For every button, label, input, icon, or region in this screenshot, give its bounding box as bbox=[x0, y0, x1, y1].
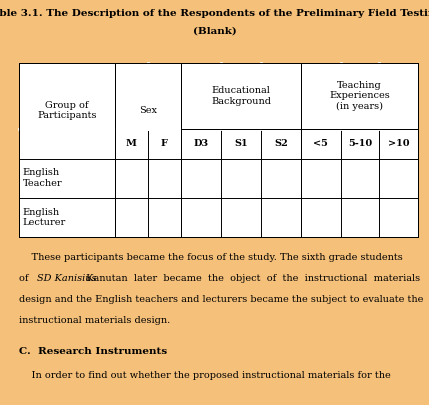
Text: English
Lecturer: English Lecturer bbox=[23, 208, 66, 227]
Text: >10: >10 bbox=[388, 139, 410, 148]
Text: C.  Research Instruments: C. Research Instruments bbox=[19, 347, 167, 356]
Text: Group of
Participants: Group of Participants bbox=[37, 101, 97, 120]
Text: Sex: Sex bbox=[139, 106, 157, 115]
Text: English
Teacher: English Teacher bbox=[23, 168, 62, 188]
Text: S1: S1 bbox=[234, 139, 248, 148]
Text: Table 3.1. The Description of the Respondents of the Preliminary Field Testing: Table 3.1. The Description of the Respon… bbox=[0, 9, 429, 18]
Text: These participants became the focus of the study. The sixth grade students: These participants became the focus of t… bbox=[19, 253, 403, 262]
Text: SD Kanisius: SD Kanisius bbox=[37, 274, 97, 283]
Text: 5-10: 5-10 bbox=[348, 139, 372, 148]
Text: Kanutan  later  became  the  object  of  the  instructional  materials: Kanutan later became the object of the i… bbox=[83, 274, 420, 283]
Text: instructional materials design.: instructional materials design. bbox=[19, 316, 171, 325]
Text: S2: S2 bbox=[274, 139, 288, 148]
Text: M: M bbox=[126, 139, 137, 148]
Bar bbox=[19, 63, 418, 237]
Text: F: F bbox=[161, 139, 168, 148]
Text: Teaching
Experiences
(in years): Teaching Experiences (in years) bbox=[329, 81, 390, 111]
Text: of: of bbox=[19, 274, 32, 283]
Text: design and the English teachers and lecturers became the subject to evaluate the: design and the English teachers and lect… bbox=[19, 295, 424, 304]
Text: Educational
Background: Educational Background bbox=[211, 86, 271, 106]
Text: (Blank): (Blank) bbox=[193, 26, 236, 35]
Text: <5: <5 bbox=[313, 139, 328, 148]
Text: In order to find out whether the proposed instructional materials for the: In order to find out whether the propose… bbox=[19, 371, 391, 380]
Text: D3: D3 bbox=[193, 139, 208, 148]
